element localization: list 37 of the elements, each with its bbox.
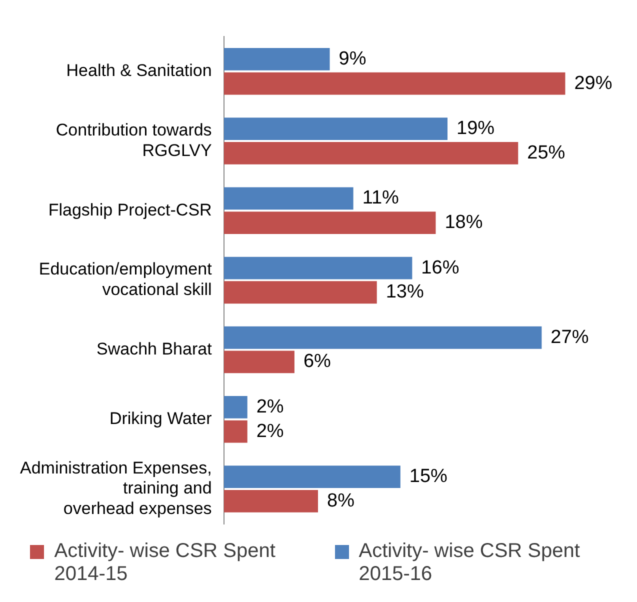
data-label: 27%: [550, 326, 589, 348]
data-label: 8%: [326, 490, 355, 512]
data-label: 2%: [256, 396, 284, 418]
bar: [224, 396, 248, 418]
y-tick-label: Health & Sanitation: [66, 61, 212, 80]
legend-label: Activity- wise CSR Spent 2015-16: [358, 540, 581, 586]
y-tick-label: Contribution towards RGGLVY: [56, 120, 212, 160]
bar: [224, 72, 566, 95]
data-label: 25%: [527, 142, 566, 164]
bar: [224, 466, 400, 488]
data-label: 29%: [574, 72, 612, 94]
bar: [224, 420, 248, 443]
y-tick-label: Flagship Project-CSR: [48, 200, 212, 220]
data-label: 16%: [421, 257, 460, 278]
data-label: 15%: [409, 466, 448, 488]
bar: [224, 212, 436, 234]
legend-label: Activity- wise CSR Spent 2014-15: [54, 540, 276, 586]
data-label: 13%: [386, 282, 424, 303]
bar: [224, 281, 377, 304]
bar: [224, 118, 448, 140]
y-tick-label: Administration Expenses, training and overhead expenses: [20, 458, 212, 518]
y-tick-label: Driking Water: [109, 409, 212, 428]
bar: [224, 48, 330, 70]
y-tick-label: Swachh Bharat: [96, 339, 212, 358]
bar: [224, 142, 518, 164]
bar: [224, 326, 542, 349]
bar: [224, 350, 294, 374]
data-label: 19%: [456, 118, 495, 140]
bar: [224, 187, 354, 210]
data-label: 9%: [338, 48, 366, 70]
bar: [224, 256, 412, 280]
y-tick-label: Education/employment vocational skill: [38, 260, 212, 300]
data-label: 2%: [256, 420, 284, 442]
data-label: 6%: [303, 351, 332, 372]
data-label: 11%: [362, 188, 400, 209]
data-label: 18%: [444, 212, 483, 234]
bar: [224, 490, 318, 512]
